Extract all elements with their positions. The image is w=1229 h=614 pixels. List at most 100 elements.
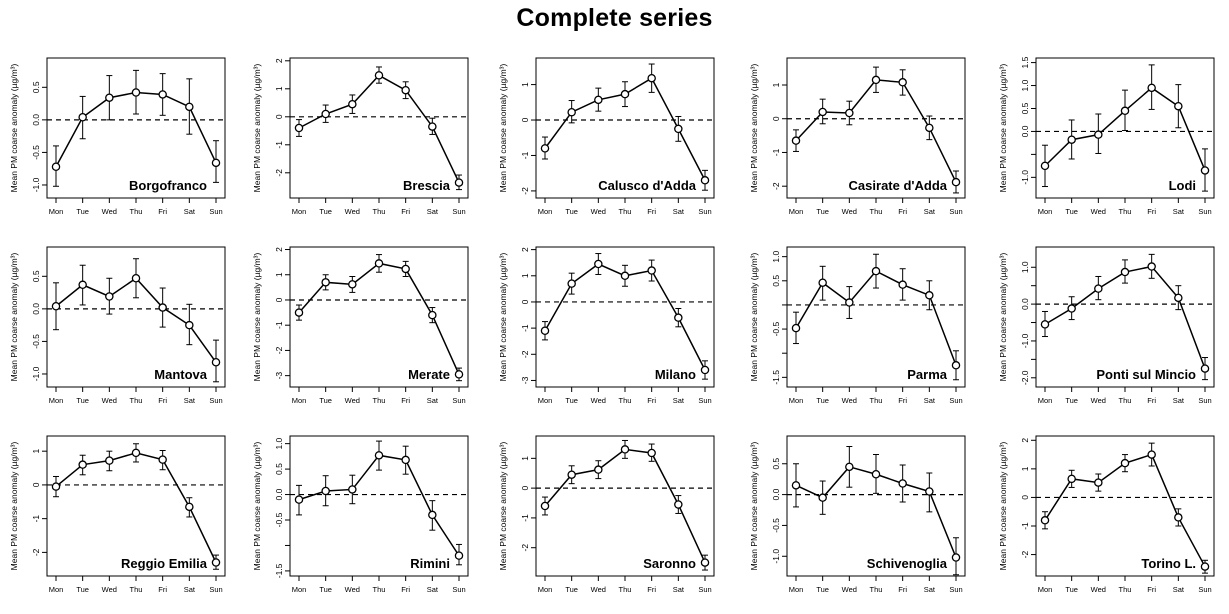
data-point: [105, 93, 114, 102]
data-point: [898, 280, 907, 289]
data-point: [925, 487, 934, 496]
x-tick-label: Mon: [1038, 207, 1053, 216]
x-tick-label: Sat: [427, 396, 439, 405]
data-point: [871, 75, 881, 85]
data-point: [401, 85, 410, 95]
y-tick-label: -0.5: [771, 518, 781, 533]
data-point: [51, 482, 61, 491]
x-tick-label: Wed: [842, 396, 857, 405]
y-axis-label: Mean PM coarse anomaly (µg/m³): [9, 442, 19, 571]
x-tick-label: Sun: [698, 396, 711, 405]
y-tick-label: -1: [274, 321, 284, 329]
station-label: Saronno: [643, 556, 696, 571]
data-point: [1094, 478, 1103, 487]
x-tick-label: Sun: [1198, 207, 1211, 216]
data-point: [791, 323, 801, 333]
data-point: [185, 320, 194, 330]
x-tick-label: Fri: [898, 396, 907, 405]
station-label: Merate: [408, 367, 450, 382]
x-tick-label: Sun: [452, 585, 465, 594]
y-axis-label: Mean PM coarse anomaly (µg/m³): [9, 64, 19, 193]
x-tick-label: Thu: [619, 585, 632, 594]
panel-casirate-d-adda: -2 -1 0 1 Mon Tue Wed Thu Fri Sat Sun Mean PM coars…: [749, 57, 966, 216]
y-axis-label: Mean PM coarse anomaly (µg/m³): [998, 442, 1008, 571]
y-axis-label: Mean PM coarse anomaly (µg/m³): [749, 253, 759, 382]
y-tick-label: -3: [520, 376, 530, 384]
data-point: [1040, 516, 1050, 525]
data-point: [594, 465, 603, 474]
y-tick-label: 1: [1020, 466, 1030, 471]
data-point: [567, 107, 576, 117]
data-point: [294, 495, 304, 504]
x-tick-label: Fri: [1147, 585, 1156, 594]
y-tick-label: 1.0: [274, 437, 284, 449]
data-point: [1174, 513, 1183, 522]
y-tick-label: 0: [771, 116, 781, 121]
data-point: [158, 90, 167, 99]
data-point: [925, 123, 934, 133]
data-point: [78, 280, 87, 290]
data-point: [374, 71, 384, 80]
data-point: [1094, 284, 1103, 293]
data-point: [321, 486, 330, 496]
y-axis-label: Mean PM coarse anomaly (µg/m³): [998, 253, 1008, 382]
x-tick-label: Fri: [158, 585, 167, 594]
data-point: [1174, 101, 1183, 111]
y-tick-label: -2: [274, 169, 284, 177]
x-tick-label: Thu: [619, 207, 632, 216]
x-tick-label: Fri: [401, 207, 410, 216]
data-point: [348, 485, 357, 494]
y-tick-label: 1.0: [1020, 79, 1030, 91]
x-tick-label: Sun: [949, 585, 962, 594]
x-tick-label: Fri: [647, 396, 656, 405]
data-point: [1120, 106, 1130, 116]
data-point: [401, 455, 410, 465]
y-tick-label: -3: [274, 372, 284, 380]
data-point: [1147, 450, 1156, 459]
x-tick-label: Sun: [209, 396, 222, 405]
station-label: Brescia: [403, 178, 451, 193]
data-point: [674, 500, 683, 509]
y-tick-label: 2: [520, 247, 530, 252]
panel-lodi: -1.0 0.0 0.5 1.0 1.5 Mon Tue Wed Thu Fri Sat Sun Mea…: [998, 56, 1215, 216]
x-tick-label: Mon: [538, 396, 553, 405]
x-tick-label: Sat: [1173, 396, 1185, 405]
x-tick-label: Tue: [76, 207, 89, 216]
data-point: [454, 178, 464, 187]
panel-milano: -3 -2 -1 0 1 2 Mon Tue Wed Thu Fri Sat Sun Mean PM co…: [498, 246, 715, 405]
x-tick-label: Mon: [49, 585, 64, 594]
data-point: [294, 123, 304, 133]
x-tick-label: Tue: [1065, 207, 1078, 216]
y-tick-label: 2: [1020, 438, 1030, 443]
y-tick-label: 0: [1020, 495, 1030, 500]
x-tick-label: Wed: [1091, 396, 1106, 405]
data-point: [294, 308, 304, 317]
data-point: [871, 469, 881, 479]
data-point: [348, 280, 357, 289]
x-tick-label: Sat: [673, 585, 685, 594]
y-tick-label: 1: [274, 272, 284, 277]
data-point: [1120, 267, 1130, 277]
panel-parma: -1.5 -0.5 0.5 1.0 Mon Tue Wed Thu Fri Sat Sun Mean …: [749, 246, 966, 405]
x-tick-label: Sun: [209, 585, 222, 594]
data-point: [1200, 166, 1210, 175]
data-point: [51, 162, 61, 171]
station-label: Rimini: [410, 556, 450, 571]
x-tick-label: Wed: [591, 396, 606, 405]
x-tick-label: Wed: [102, 585, 117, 594]
x-tick-label: Tue: [319, 396, 332, 405]
y-tick-label: -1.0: [771, 549, 781, 564]
data-point: [647, 266, 656, 275]
station-label: Ponti sul Mincio: [1096, 367, 1196, 382]
x-tick-label: Thu: [130, 585, 143, 594]
y-tick-label: -1.0: [31, 366, 41, 381]
data-point: [700, 176, 710, 185]
y-tick-label: -1.5: [771, 370, 781, 385]
data-point: [1094, 130, 1103, 139]
data-point: [374, 451, 384, 460]
y-tick-label: 0.5: [31, 81, 41, 93]
y-tick-label: 0: [274, 297, 284, 302]
data-point: [428, 122, 437, 131]
y-tick-label: 0: [520, 299, 530, 304]
